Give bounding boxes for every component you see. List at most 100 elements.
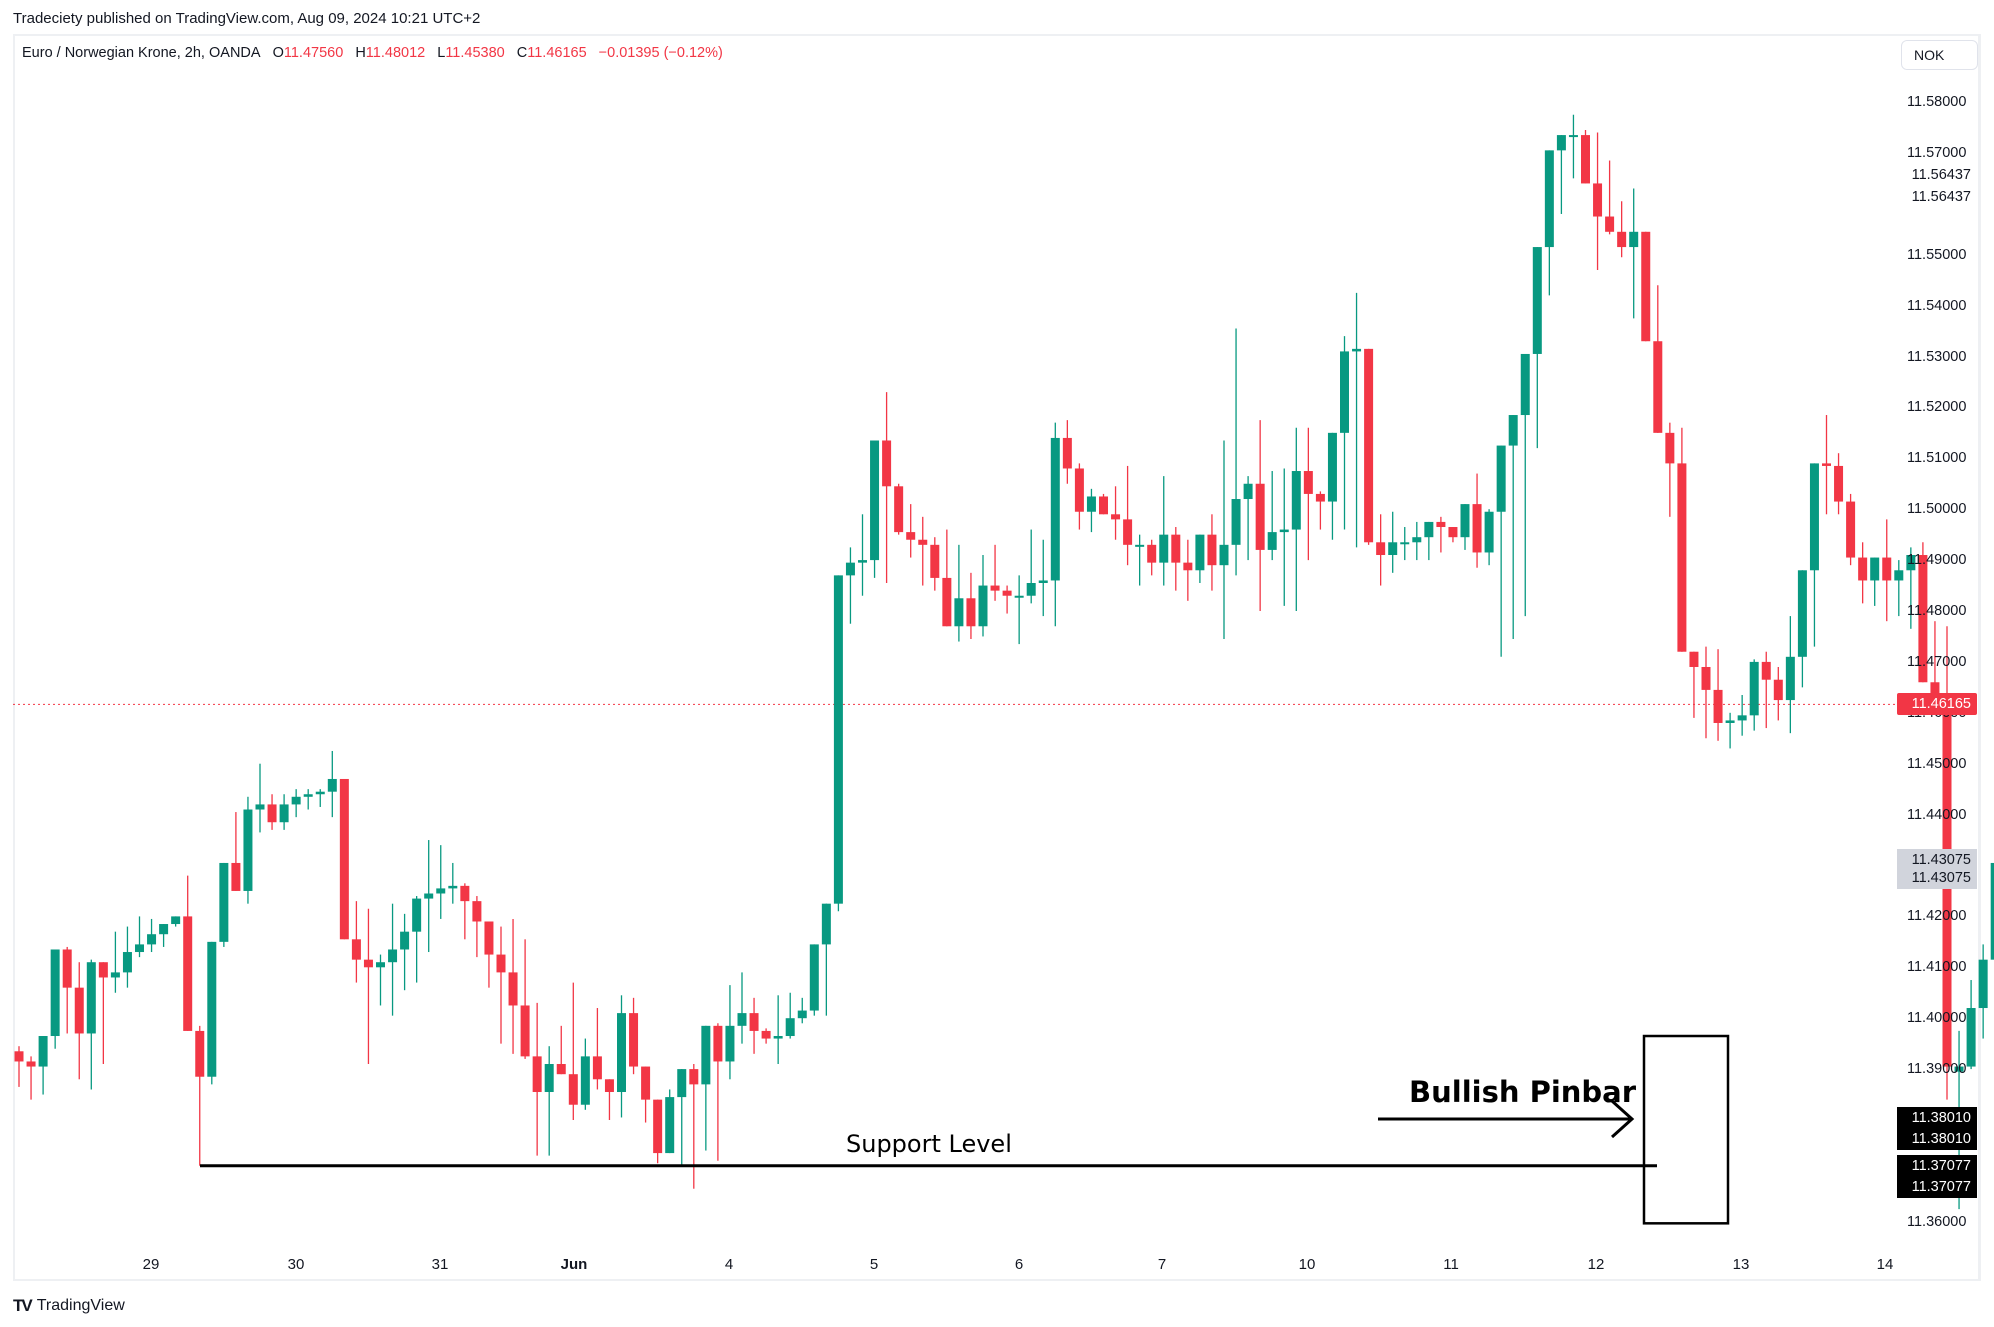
candle-body-bearish <box>183 916 193 1031</box>
candle-body-bullish <box>1424 521 1434 538</box>
candle-body-bearish <box>1641 231 1651 342</box>
candle-body-bearish <box>1315 493 1325 502</box>
price-tag-plain: 11.56437 <box>1897 164 1977 187</box>
price-tag-black: 11.37077 <box>1897 1176 1977 1199</box>
time-tick-label: 31 <box>431 1256 449 1273</box>
price-tick-label: 11.50000 <box>1907 501 1967 518</box>
symbol-title[interactable]: Euro / Norwegian Krone, 2h, OANDA <box>22 45 261 61</box>
candle-body-bullish <box>773 1036 783 1039</box>
candle-body-bullish <box>665 1097 675 1154</box>
candle-body-bullish <box>833 575 843 904</box>
candle-body-bullish <box>1954 1066 1964 1072</box>
candle-body-bearish <box>1448 527 1458 538</box>
candle-body-bearish <box>1689 651 1699 667</box>
time-tick-label: 6 <box>1014 1256 1024 1273</box>
candle-body-bullish <box>701 1025 711 1085</box>
candle-body-bearish <box>508 972 518 1006</box>
candle-body-bullish <box>1412 537 1422 543</box>
candle-body-bearish <box>26 1061 36 1067</box>
candle-body-bullish <box>1978 959 1988 1009</box>
candle-body-bullish <box>725 1025 735 1062</box>
price-tick-label: 11.51000 <box>1907 450 1967 467</box>
candle-body-bearish <box>74 987 84 1034</box>
candle-body-bullish <box>207 941 217 1077</box>
open-value: 11.47560 <box>283 45 344 61</box>
candle-body-bearish <box>195 1030 205 1077</box>
candle-body-bullish <box>436 888 446 894</box>
time-tick-label: 14 <box>1876 1256 1894 1273</box>
candle-body-bullish <box>1267 532 1277 550</box>
candle-body-bearish <box>1364 348 1374 543</box>
candle-body-bearish <box>761 1030 771 1039</box>
candle-body-bearish <box>1171 534 1181 563</box>
candle-body-bullish <box>1556 135 1566 151</box>
candle-body-bullish <box>858 560 867 563</box>
candle-body-bearish <box>1846 501 1856 558</box>
candle-body-bearish <box>990 585 1000 591</box>
candle-body-bearish <box>339 778 349 940</box>
candle-body-bullish <box>1460 504 1470 538</box>
candle-body-bearish <box>604 1079 614 1093</box>
candle-body-bearish <box>882 440 892 487</box>
price-tag-grey: 11.43075 <box>1897 849 1977 872</box>
candle-body-bullish <box>1725 720 1735 723</box>
currency-button[interactable]: NOK <box>1901 40 1978 70</box>
candle-body-bearish <box>942 577 952 627</box>
candle-body-bearish <box>1111 514 1121 520</box>
candle-body-bullish <box>1990 862 1994 960</box>
time-tick-label: 7 <box>1157 1256 1167 1273</box>
candle-body-bullish <box>171 916 181 925</box>
price-tag-black: 11.38010 <box>1897 1106 1977 1129</box>
candle-body-bearish <box>1099 496 1108 515</box>
candle-body-bullish <box>243 809 253 891</box>
candle-body-bullish <box>315 791 325 795</box>
candle-body-bearish <box>1773 679 1783 701</box>
candle-body-bearish <box>1930 682 1940 695</box>
candle-body-bearish <box>1858 557 1868 581</box>
candle-body-bearish <box>1665 432 1675 464</box>
candle-body-bullish <box>1195 534 1205 571</box>
high-value: 11.48012 <box>365 45 426 61</box>
candle-body-bearish <box>1074 468 1084 512</box>
candle-body-bearish <box>641 1066 651 1100</box>
candle-body-bullish <box>1870 557 1880 581</box>
candle-body-bullish <box>1086 496 1096 512</box>
candle-body-bullish <box>785 1018 795 1037</box>
candle-body-bullish <box>1532 247 1542 354</box>
price-tick-label: 11.40000 <box>1907 1010 1967 1027</box>
candle-body-bearish <box>532 1056 542 1093</box>
support-level-label: Support Level <box>846 1130 1012 1158</box>
time-tick-label: 4 <box>724 1256 734 1273</box>
candle-body-bullish <box>821 903 831 945</box>
candle-body-bearish <box>1605 216 1615 232</box>
candle-body-bearish <box>930 544 940 578</box>
candle-body-bearish <box>1822 463 1831 466</box>
low-label: L <box>437 45 446 61</box>
pinbar-highlight-box <box>1642 1034 1730 1225</box>
candle-body-bullish <box>954 598 964 627</box>
candle-body-bearish <box>894 486 904 533</box>
candle-body-bullish <box>1243 483 1253 500</box>
time-tick-label: 13 <box>1732 1256 1750 1273</box>
candle-body-bullish <box>219 862 229 942</box>
close-label: C <box>516 45 528 61</box>
candle-body-bearish <box>1472 504 1482 553</box>
candle-body-bearish <box>363 959 373 968</box>
candle-body-bullish <box>86 962 96 1034</box>
price-tag-red: 11.46165 <box>1897 693 1977 716</box>
tradingview-logo-icon: TV <box>13 1296 33 1315</box>
candle-body-bullish <box>279 804 289 823</box>
candle-body-bearish <box>98 962 108 978</box>
candle-body-bullish <box>122 952 132 973</box>
candle-body-bullish <box>1508 415 1518 446</box>
candle-body-bullish <box>809 944 819 1011</box>
candle-body-bearish <box>1183 562 1193 571</box>
candle-body-bullish <box>1050 437 1060 581</box>
time-tick-label: 12 <box>1587 1256 1605 1273</box>
candle-body-bearish <box>1376 542 1386 556</box>
candle-body-bullish <box>978 585 988 627</box>
candle-body-bullish <box>38 1036 48 1067</box>
candle-body-bullish <box>1785 656 1795 701</box>
candle-body-bearish <box>484 921 494 955</box>
